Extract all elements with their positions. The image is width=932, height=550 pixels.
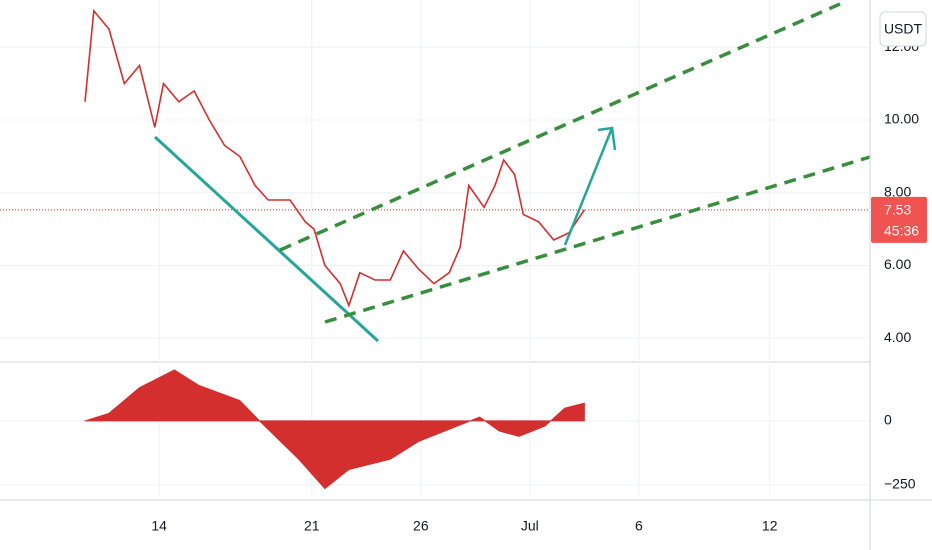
- indicator-area: [84, 369, 585, 490]
- price-line: [84, 8, 586, 308]
- drawings: [153, 2, 871, 343]
- y-tick-label: 8.00: [884, 183, 911, 199]
- channel-upper[interactable]: [279, 2, 841, 252]
- y-tick-label: 4.00: [884, 329, 911, 345]
- x-tick-label: 14: [151, 518, 167, 534]
- y-tick-label: 0: [884, 412, 892, 428]
- y-tick-label: 10.00: [884, 111, 919, 127]
- trend-line[interactable]: [153, 135, 380, 343]
- currency-box[interactable]: [879, 11, 927, 47]
- y-tick-label: −250: [884, 475, 916, 491]
- current-price: 7.53: [884, 202, 911, 218]
- y-tick-label: 6.00: [884, 256, 911, 272]
- projection-arrow[interactable]: [563, 127, 614, 246]
- countdown: 45:36: [884, 223, 919, 239]
- arrow-head: [597, 126, 617, 151]
- currency: USDT: [884, 21, 923, 37]
- price-badge: [871, 196, 927, 243]
- x-tick-label: 21: [304, 518, 320, 534]
- x-tick-label: 26: [413, 518, 429, 534]
- x-tick-label: 6: [635, 518, 643, 534]
- x-tick-label: Jul: [521, 518, 539, 534]
- channel-lower[interactable]: [324, 155, 871, 324]
- x-tick-label: 12: [762, 518, 778, 534]
